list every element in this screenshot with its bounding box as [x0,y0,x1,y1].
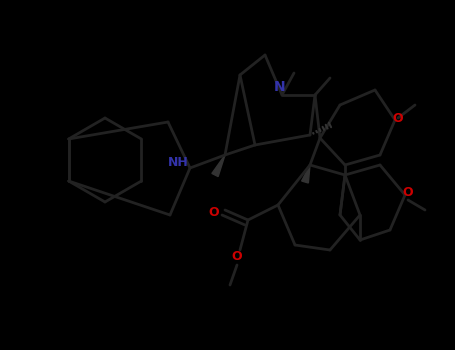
Text: O: O [403,187,413,199]
Text: O: O [232,251,243,264]
Text: NH: NH [167,155,188,168]
Text: O: O [209,205,219,218]
Text: O: O [393,112,403,125]
Polygon shape [212,155,225,176]
Text: N: N [274,80,286,94]
Polygon shape [302,165,310,183]
